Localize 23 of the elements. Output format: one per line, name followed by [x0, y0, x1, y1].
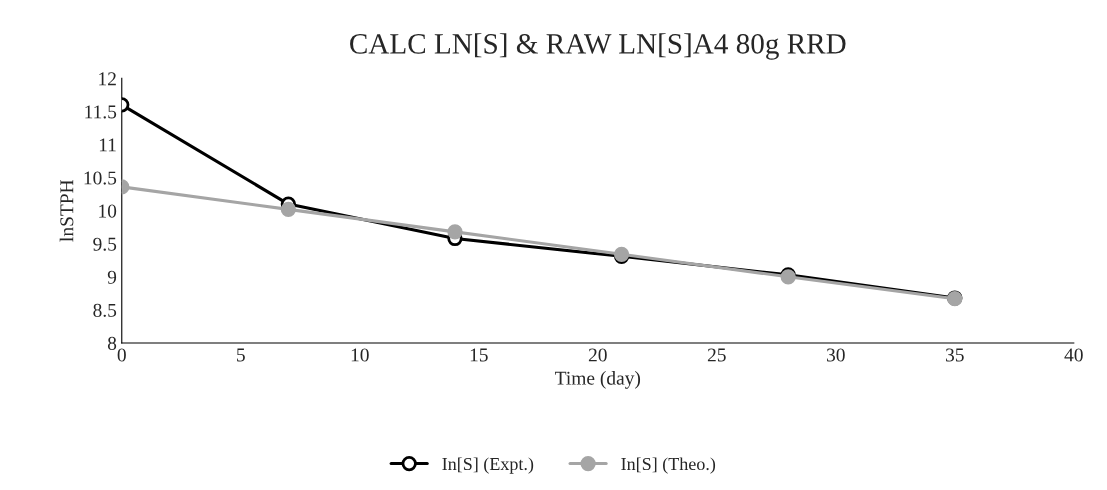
legend-label: In[S] (Expt.)	[442, 457, 534, 474]
x-tick-label: 0	[117, 348, 126, 362]
y-tick-label: 11	[99, 138, 116, 152]
y-tick-label: 8	[107, 336, 117, 350]
x-tick-label: 20	[588, 348, 607, 362]
x-tick-label: 15	[470, 348, 488, 362]
y-tick-label: 12	[99, 72, 116, 86]
chart-title: CALC LN[S] & RAW LN[S]A4 80g RRD	[350, 33, 846, 60]
y-axis-title: lnSTPH	[59, 179, 74, 242]
x-tick-label: 35	[945, 348, 964, 362]
x-tick-label: 10	[351, 348, 369, 362]
legend-label: In[S] (Theo.)	[621, 457, 716, 474]
y-tick-label: 11.5	[85, 105, 117, 119]
y-tick-label: 9.5	[93, 237, 117, 251]
x-tick-label: 30	[826, 348, 845, 362]
x-tick-label: 25	[707, 348, 726, 362]
y-tick-label: 8.5	[93, 303, 117, 317]
x-tick-label: 5	[237, 348, 245, 362]
y-tick-label: 10	[99, 204, 117, 218]
x-axis-title: Time (day)	[555, 371, 641, 389]
y-tick-label: 10.5	[84, 171, 117, 185]
y-tick-label: 9	[107, 270, 117, 284]
x-tick-label: 40	[1064, 348, 1083, 362]
